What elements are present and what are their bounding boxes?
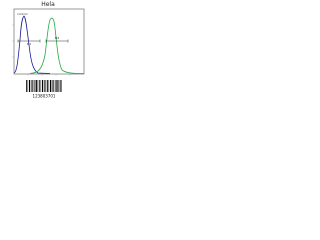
barcode-number: 123803701 [33,94,56,99]
marker-label: M1 [27,42,32,46]
control-curve [13,15,51,74]
sample-curve [29,17,85,74]
page: Hela control M1 M2 123803701 (() => { co… [0,0,88,100]
barcode [26,80,62,92]
title: Hela [41,1,55,8]
marker-label: M2 [55,36,60,40]
screenshot: Hela control M1 M2 123803701 [12,1,85,99]
axis-ticks [12,24,71,76]
plot-frame [13,8,85,75]
legend-label: control [17,12,28,16]
marker-brackets [17,39,69,43]
